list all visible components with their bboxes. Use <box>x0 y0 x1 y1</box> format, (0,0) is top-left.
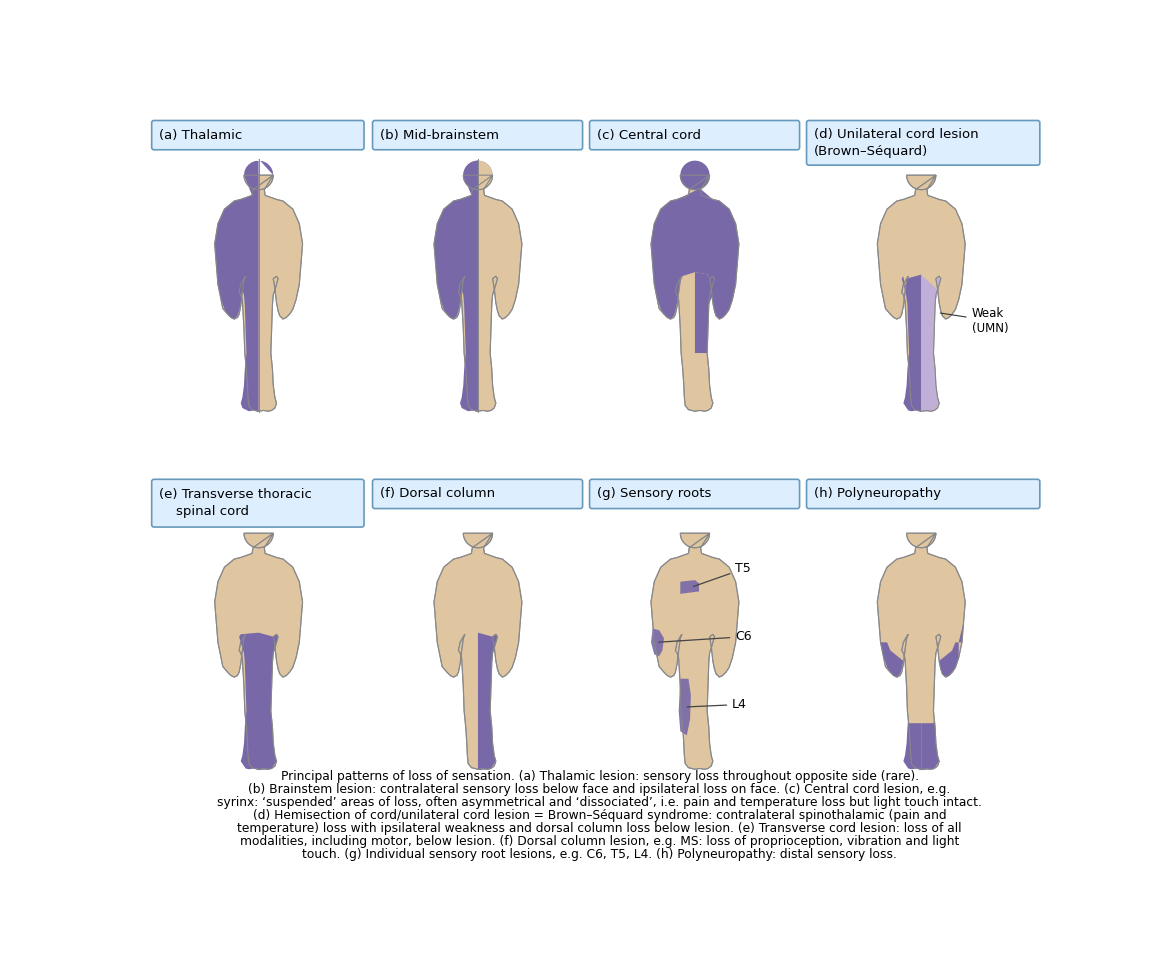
Polygon shape <box>921 719 940 770</box>
Text: (a) Thalamic: (a) Thalamic <box>159 128 242 142</box>
Polygon shape <box>695 272 713 353</box>
Polygon shape <box>434 534 522 769</box>
Text: (b) Brainstem lesion: contralateral sensory loss below face and ipsilateral loss: (b) Brainstem lesion: contralateral sens… <box>248 782 951 796</box>
FancyBboxPatch shape <box>590 121 799 150</box>
Text: (f) Dorsal column: (f) Dorsal column <box>380 487 495 501</box>
Polygon shape <box>651 189 739 319</box>
Polygon shape <box>903 719 921 770</box>
Polygon shape <box>434 175 522 411</box>
Polygon shape <box>651 175 739 411</box>
Text: (b) Mid-brainstem: (b) Mid-brainstem <box>380 128 500 142</box>
FancyBboxPatch shape <box>806 479 1040 508</box>
Polygon shape <box>651 629 665 656</box>
FancyBboxPatch shape <box>152 121 364 150</box>
FancyBboxPatch shape <box>152 479 364 527</box>
Ellipse shape <box>463 160 493 190</box>
FancyBboxPatch shape <box>372 121 583 150</box>
Wedge shape <box>463 160 479 190</box>
Polygon shape <box>651 534 739 769</box>
FancyBboxPatch shape <box>590 479 799 508</box>
Text: modalities, including motor, below lesion. (f) Dorsal column lesion, e.g. MS: lo: modalities, including motor, below lesio… <box>240 835 959 848</box>
Text: Weak
(UMN): Weak (UMN) <box>941 307 1009 334</box>
Text: T5: T5 <box>694 563 751 586</box>
Polygon shape <box>902 275 921 412</box>
Polygon shape <box>878 534 965 769</box>
Polygon shape <box>214 534 303 769</box>
FancyBboxPatch shape <box>806 121 1040 165</box>
Text: Principal patterns of loss of sensation. (a) Thalamic lesion: sensory loss throu: Principal patterns of loss of sensation.… <box>281 770 918 782</box>
Text: touch. (g) Individual sensory root lesions, e.g. C6, T5, L4. (h) Polyneuropathy:: touch. (g) Individual sensory root lesio… <box>302 849 897 861</box>
Polygon shape <box>921 275 941 412</box>
Text: (d) Hemisection of cord/unilateral cord lesion = Brown–Séquard syndrome: contral: (d) Hemisection of cord/unilateral cord … <box>253 809 947 822</box>
Text: (g) Sensory roots: (g) Sensory roots <box>598 487 711 501</box>
Text: syrinx: ‘suspended’ areas of loss, often asymmetrical and ‘dissociated’, i.e. pa: syrinx: ‘suspended’ areas of loss, often… <box>218 796 982 809</box>
Text: temperature) loss with ipsilateral weakness and dorsal column loss below lesion.: temperature) loss with ipsilateral weakn… <box>238 822 962 835</box>
Polygon shape <box>214 175 303 411</box>
FancyBboxPatch shape <box>372 479 583 508</box>
Text: (d) Unilateral cord lesion
(Brown–Séquard): (d) Unilateral cord lesion (Brown–Séquar… <box>814 128 979 157</box>
Polygon shape <box>434 159 493 412</box>
Text: (e) Transverse thoracic
    spinal cord: (e) Transverse thoracic spinal cord <box>159 489 312 518</box>
Polygon shape <box>479 633 497 770</box>
Polygon shape <box>881 642 903 677</box>
Polygon shape <box>681 160 709 190</box>
Text: L4: L4 <box>687 698 746 711</box>
Polygon shape <box>940 622 964 677</box>
Polygon shape <box>239 633 278 770</box>
Text: (c) Central cord: (c) Central cord <box>598 128 701 142</box>
Polygon shape <box>680 580 698 594</box>
Text: (h) Polyneuropathy: (h) Polyneuropathy <box>814 487 942 501</box>
Polygon shape <box>679 678 690 736</box>
Polygon shape <box>214 159 274 412</box>
Text: C6: C6 <box>659 630 752 643</box>
Polygon shape <box>878 175 965 411</box>
